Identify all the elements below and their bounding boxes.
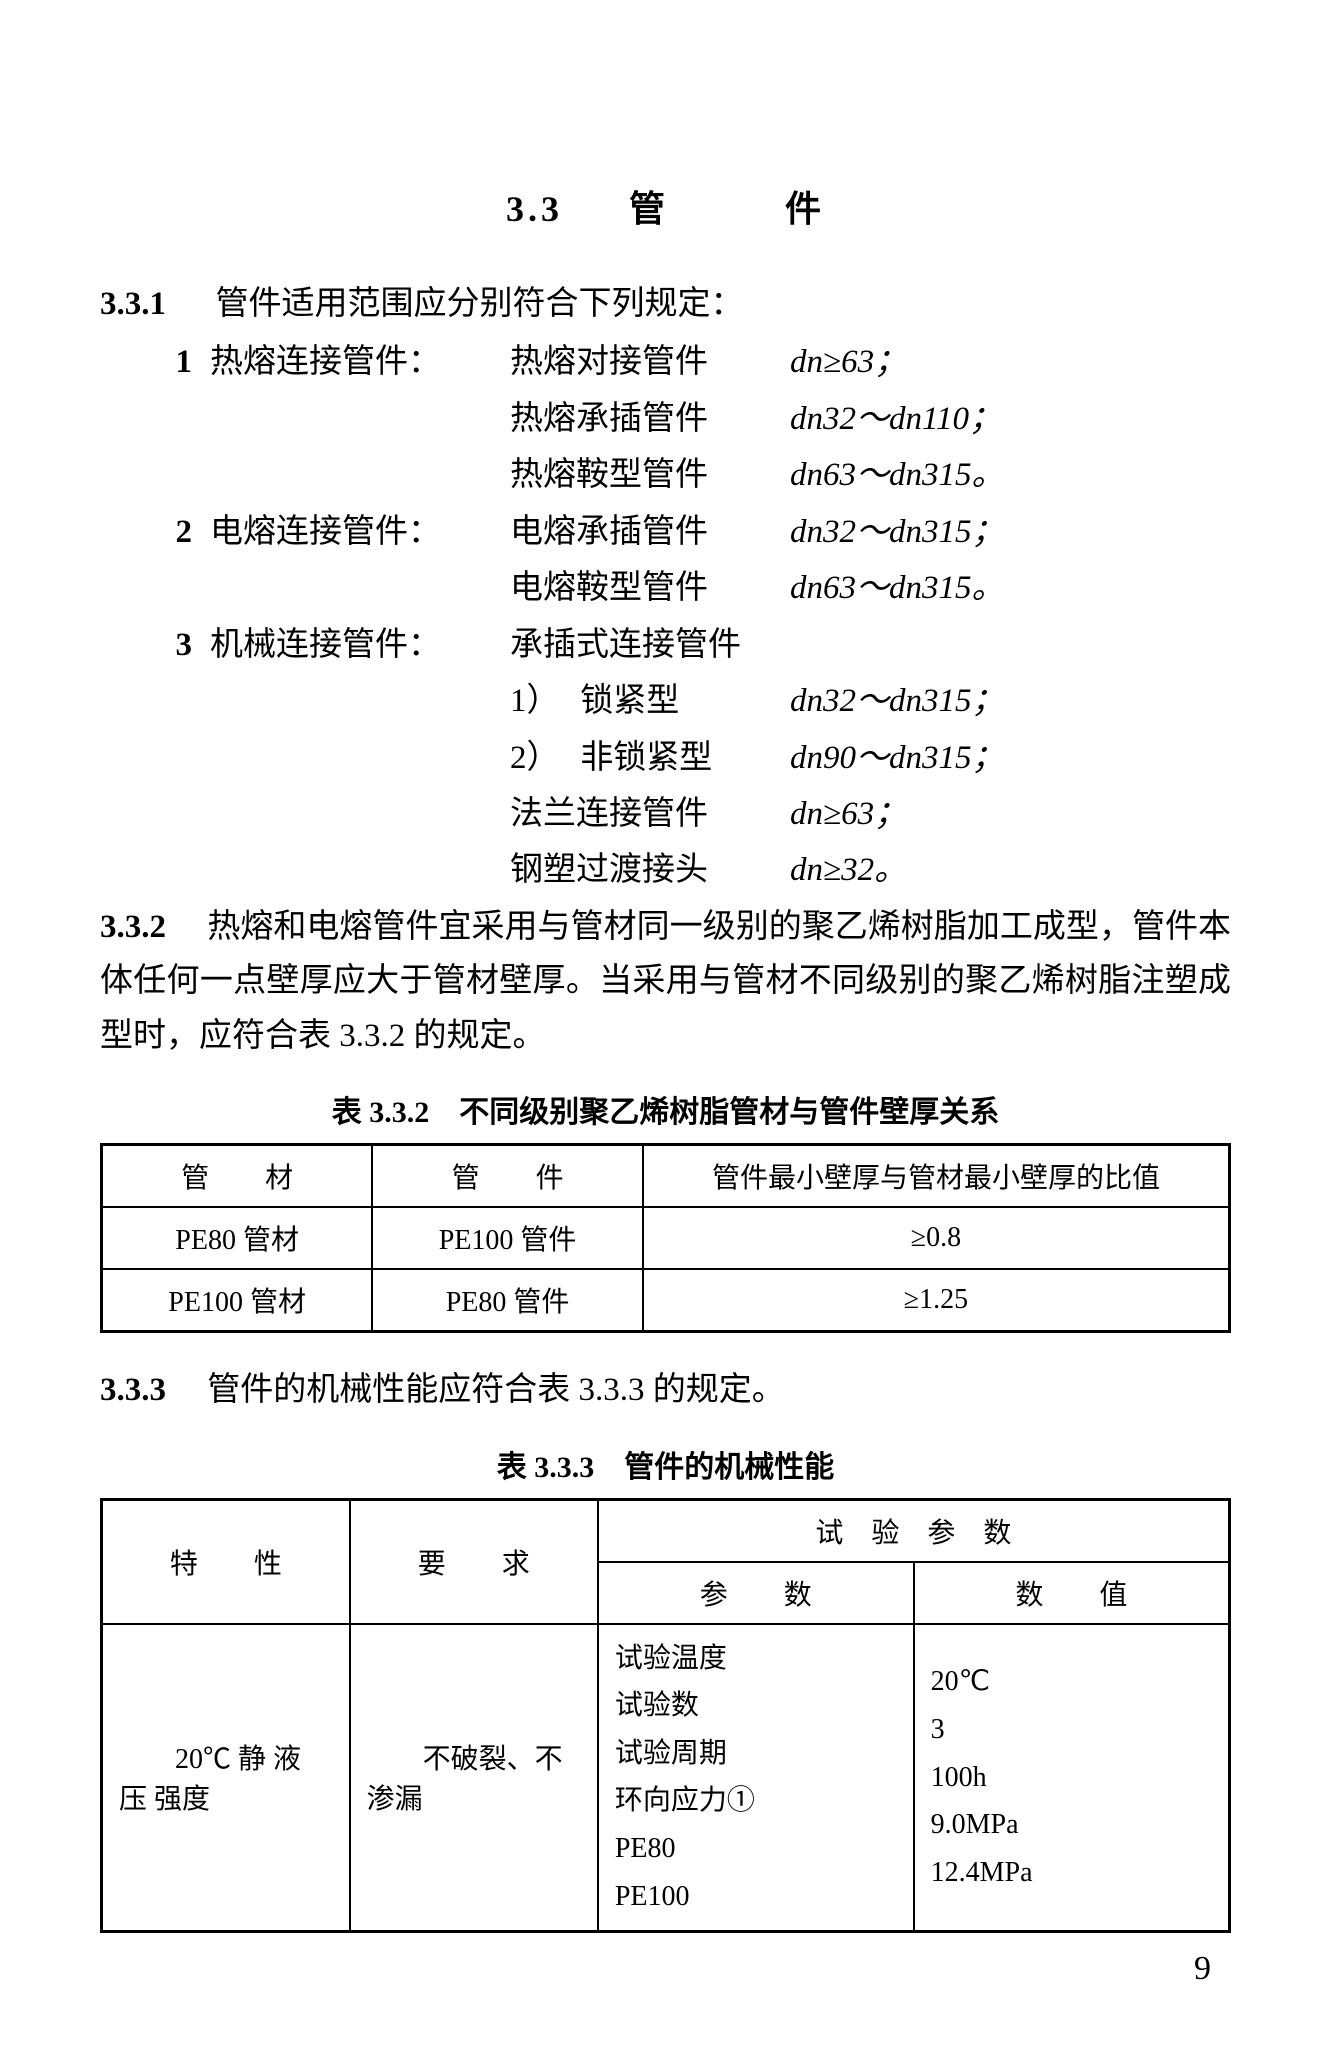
list-item-3-sub-2: 2） 非锁紧型 dn90～dn315； bbox=[100, 731, 1231, 785]
table-cell: ≥0.8 bbox=[643, 1207, 1230, 1269]
item-number: 1 bbox=[100, 335, 210, 389]
item-number: 2 bbox=[100, 505, 210, 559]
fitting-type: 电熔鞍型管件 bbox=[510, 561, 790, 615]
table-333: 特 性 要 求 试 验 参 数 参 数 数 值 20℃ 静 液 压 强度 不破裂… bbox=[100, 1498, 1231, 1934]
table-header: 数 值 bbox=[914, 1562, 1230, 1624]
section-number: 3.3 bbox=[506, 189, 563, 229]
param: 试验数 bbox=[615, 1682, 897, 1730]
table-cell: PE80 管材 bbox=[102, 1207, 373, 1269]
item-label: 热熔连接管件： bbox=[210, 335, 510, 389]
range bbox=[790, 618, 1231, 672]
range: dn32～dn315； bbox=[790, 674, 1231, 728]
fitting-type: 法兰连接管件 bbox=[510, 787, 790, 841]
value: 9.0MPa bbox=[931, 1801, 1212, 1849]
clause-number: 3.3.1 bbox=[100, 286, 166, 322]
range: dn≥32。 bbox=[790, 843, 1231, 897]
table-333-caption: 表 3.3.3 管件的机械性能 bbox=[100, 1442, 1231, 1486]
table-row: PE80 管材 PE100 管件 ≥0.8 bbox=[102, 1207, 1230, 1269]
range: dn63～dn315。 bbox=[790, 561, 1231, 615]
table-header: 参 数 bbox=[598, 1562, 914, 1624]
sub-number: 2） bbox=[510, 731, 572, 785]
list-item-1-row-3: 热熔鞍型管件 dn63～dn315。 bbox=[100, 448, 1231, 502]
table-row: 特 性 要 求 试 验 参 数 bbox=[102, 1499, 1230, 1562]
table-cell-params: 试验温度 试验数 试验周期 环向应力① PE80 PE100 bbox=[598, 1624, 914, 1932]
table-cell: 不破裂、不渗漏 bbox=[350, 1624, 598, 1932]
table-header: 管 件 bbox=[372, 1145, 643, 1208]
section-heading: 3.3 管 件 bbox=[100, 180, 1231, 232]
fitting-type: 电熔承插管件 bbox=[510, 505, 790, 559]
table-header: 管 材 bbox=[102, 1145, 373, 1208]
clause-3-3-1-list: 1 热熔连接管件： 热熔对接管件 dn≥63； 热熔承插管件 dn32～dn11… bbox=[100, 335, 1231, 897]
clause-text: 热熔和电熔管件宜采用与管材同一级别的聚乙烯树脂加工成型，管件本体任何一点壁厚应大… bbox=[100, 909, 1231, 1054]
table-header: 要 求 bbox=[350, 1499, 598, 1624]
clause-text: 管件适用范围应分别符合下列规定： bbox=[216, 286, 744, 322]
table-header: 管件最小壁厚与管材最小壁厚的比值 bbox=[643, 1145, 1230, 1208]
value: 12.4MPa bbox=[931, 1849, 1212, 1897]
clause-number: 3.3.2 bbox=[100, 909, 166, 945]
page-number: 9 bbox=[1194, 1950, 1211, 1988]
value: 3 bbox=[931, 1706, 1212, 1754]
clause-text: 管件的机械性能应符合表 3.3.3 的规定。 bbox=[207, 1372, 785, 1408]
fitting-type: 钢塑过渡接头 bbox=[510, 843, 790, 897]
table-332: 管 材 管 件 管件最小壁厚与管材最小壁厚的比值 PE80 管材 PE100 管… bbox=[100, 1143, 1231, 1333]
fitting-type: 热熔承插管件 bbox=[510, 392, 790, 446]
table-header: 试 验 参 数 bbox=[598, 1499, 1230, 1562]
fitting-type: 热熔对接管件 bbox=[510, 335, 790, 389]
list-item-3-tail-1: 法兰连接管件 dn≥63； bbox=[100, 787, 1231, 841]
range: dn63～dn315。 bbox=[790, 448, 1231, 502]
list-item-2-row-2: 电熔鞍型管件 dn63～dn315。 bbox=[100, 561, 1231, 615]
table-cell: PE100 管件 bbox=[372, 1207, 643, 1269]
table-row: 20℃ 静 液 压 强度 不破裂、不渗漏 试验温度 试验数 试验周期 环向应力①… bbox=[102, 1624, 1230, 1932]
item-label: 电熔连接管件： bbox=[210, 505, 510, 559]
list-item-3: 3 机械连接管件： 承插式连接管件 bbox=[100, 618, 1231, 672]
table-row: PE100 管材 PE80 管件 ≥1.25 bbox=[102, 1269, 1230, 1332]
fitting-type: 热熔鞍型管件 bbox=[510, 448, 790, 502]
sub-number: 1） bbox=[510, 674, 572, 728]
clause-3-3-3: 3.3.3 管件的机械性能应符合表 3.3.3 的规定。 bbox=[100, 1363, 1231, 1417]
fitting-type: 承插式连接管件 bbox=[510, 618, 790, 672]
param: 试验温度 bbox=[615, 1635, 897, 1683]
item-label: 机械连接管件： bbox=[210, 618, 510, 672]
table-row: 管 材 管 件 管件最小壁厚与管材最小壁厚的比值 bbox=[102, 1145, 1230, 1208]
list-item-1: 1 热熔连接管件： 热熔对接管件 dn≥63； bbox=[100, 335, 1231, 389]
table-header: 特 性 bbox=[102, 1499, 350, 1624]
param: 环向应力① bbox=[615, 1777, 897, 1825]
list-item-1-row-2: 热熔承插管件 dn32～dn110； bbox=[100, 392, 1231, 446]
list-item-3-sub-1: 1） 锁紧型 dn32～dn315； bbox=[100, 674, 1231, 728]
param: 试验周期 bbox=[615, 1730, 897, 1778]
table-cell: PE100 管材 bbox=[102, 1269, 373, 1332]
value: 100h bbox=[931, 1754, 1212, 1802]
fitting-type: 非锁紧型 bbox=[580, 740, 712, 776]
range: dn≥63； bbox=[790, 335, 1231, 389]
table-cell-values: 20℃ 3 100h 9.0MPa 12.4MPa bbox=[914, 1624, 1230, 1932]
param: PE80 bbox=[615, 1825, 897, 1873]
table-cell: ≥1.25 bbox=[643, 1269, 1230, 1332]
item-number: 3 bbox=[100, 618, 210, 672]
table-332-caption: 表 3.3.2 不同级别聚乙烯树脂管材与管件壁厚关系 bbox=[100, 1087, 1231, 1131]
value: 20℃ bbox=[931, 1658, 1212, 1706]
list-item-2: 2 电熔连接管件： 电熔承插管件 dn32～dn315； bbox=[100, 505, 1231, 559]
table-cell: PE80 管件 bbox=[372, 1269, 643, 1332]
section-title-a: 管 bbox=[629, 189, 669, 229]
range: dn32～dn315； bbox=[790, 505, 1231, 559]
clause-3-3-1: 3.3.1 管件适用范围应分别符合下列规定： bbox=[100, 277, 1231, 331]
range: dn90～dn315； bbox=[790, 731, 1231, 785]
clause-3-3-2: 3.3.2 热熔和电熔管件宜采用与管材同一级别的聚乙烯树脂加工成型，管件本体任何… bbox=[100, 900, 1231, 1063]
table-cell: 20℃ 静 液 压 强度 bbox=[102, 1624, 350, 1932]
param: PE100 bbox=[615, 1873, 897, 1921]
fitting-type: 锁紧型 bbox=[580, 683, 679, 719]
clause-number: 3.3.3 bbox=[100, 1372, 166, 1408]
section-title-b: 件 bbox=[785, 189, 825, 229]
list-item-3-tail-2: 钢塑过渡接头 dn≥32。 bbox=[100, 843, 1231, 897]
range: dn32～dn110； bbox=[790, 392, 1231, 446]
range: dn≥63； bbox=[790, 787, 1231, 841]
